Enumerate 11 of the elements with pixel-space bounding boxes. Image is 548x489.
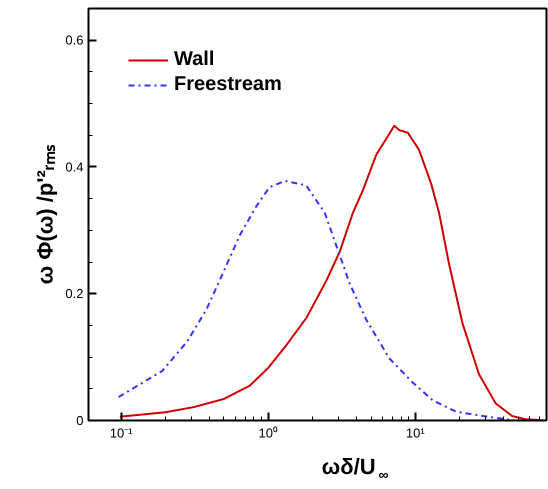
y-tick-label: 0.2 <box>65 286 84 302</box>
x-tick-label: 10⁰ <box>258 426 278 440</box>
x-tick-label: 10⁻¹ <box>110 426 134 440</box>
x-tick-label: 10¹ <box>406 426 426 440</box>
y-tick-label: 0.4 <box>65 159 84 174</box>
y-tick-label: 0.6 <box>65 32 84 48</box>
y-tick-label: 0 <box>76 413 84 428</box>
legend-label: Freestream <box>174 73 282 96</box>
legend-label: Wall <box>174 48 214 71</box>
x-axis-title: ωδ/U∞ <box>322 454 389 482</box>
y-axis-title: ω Φ(ω) /p'²ᵣₘₛ <box>32 144 58 284</box>
